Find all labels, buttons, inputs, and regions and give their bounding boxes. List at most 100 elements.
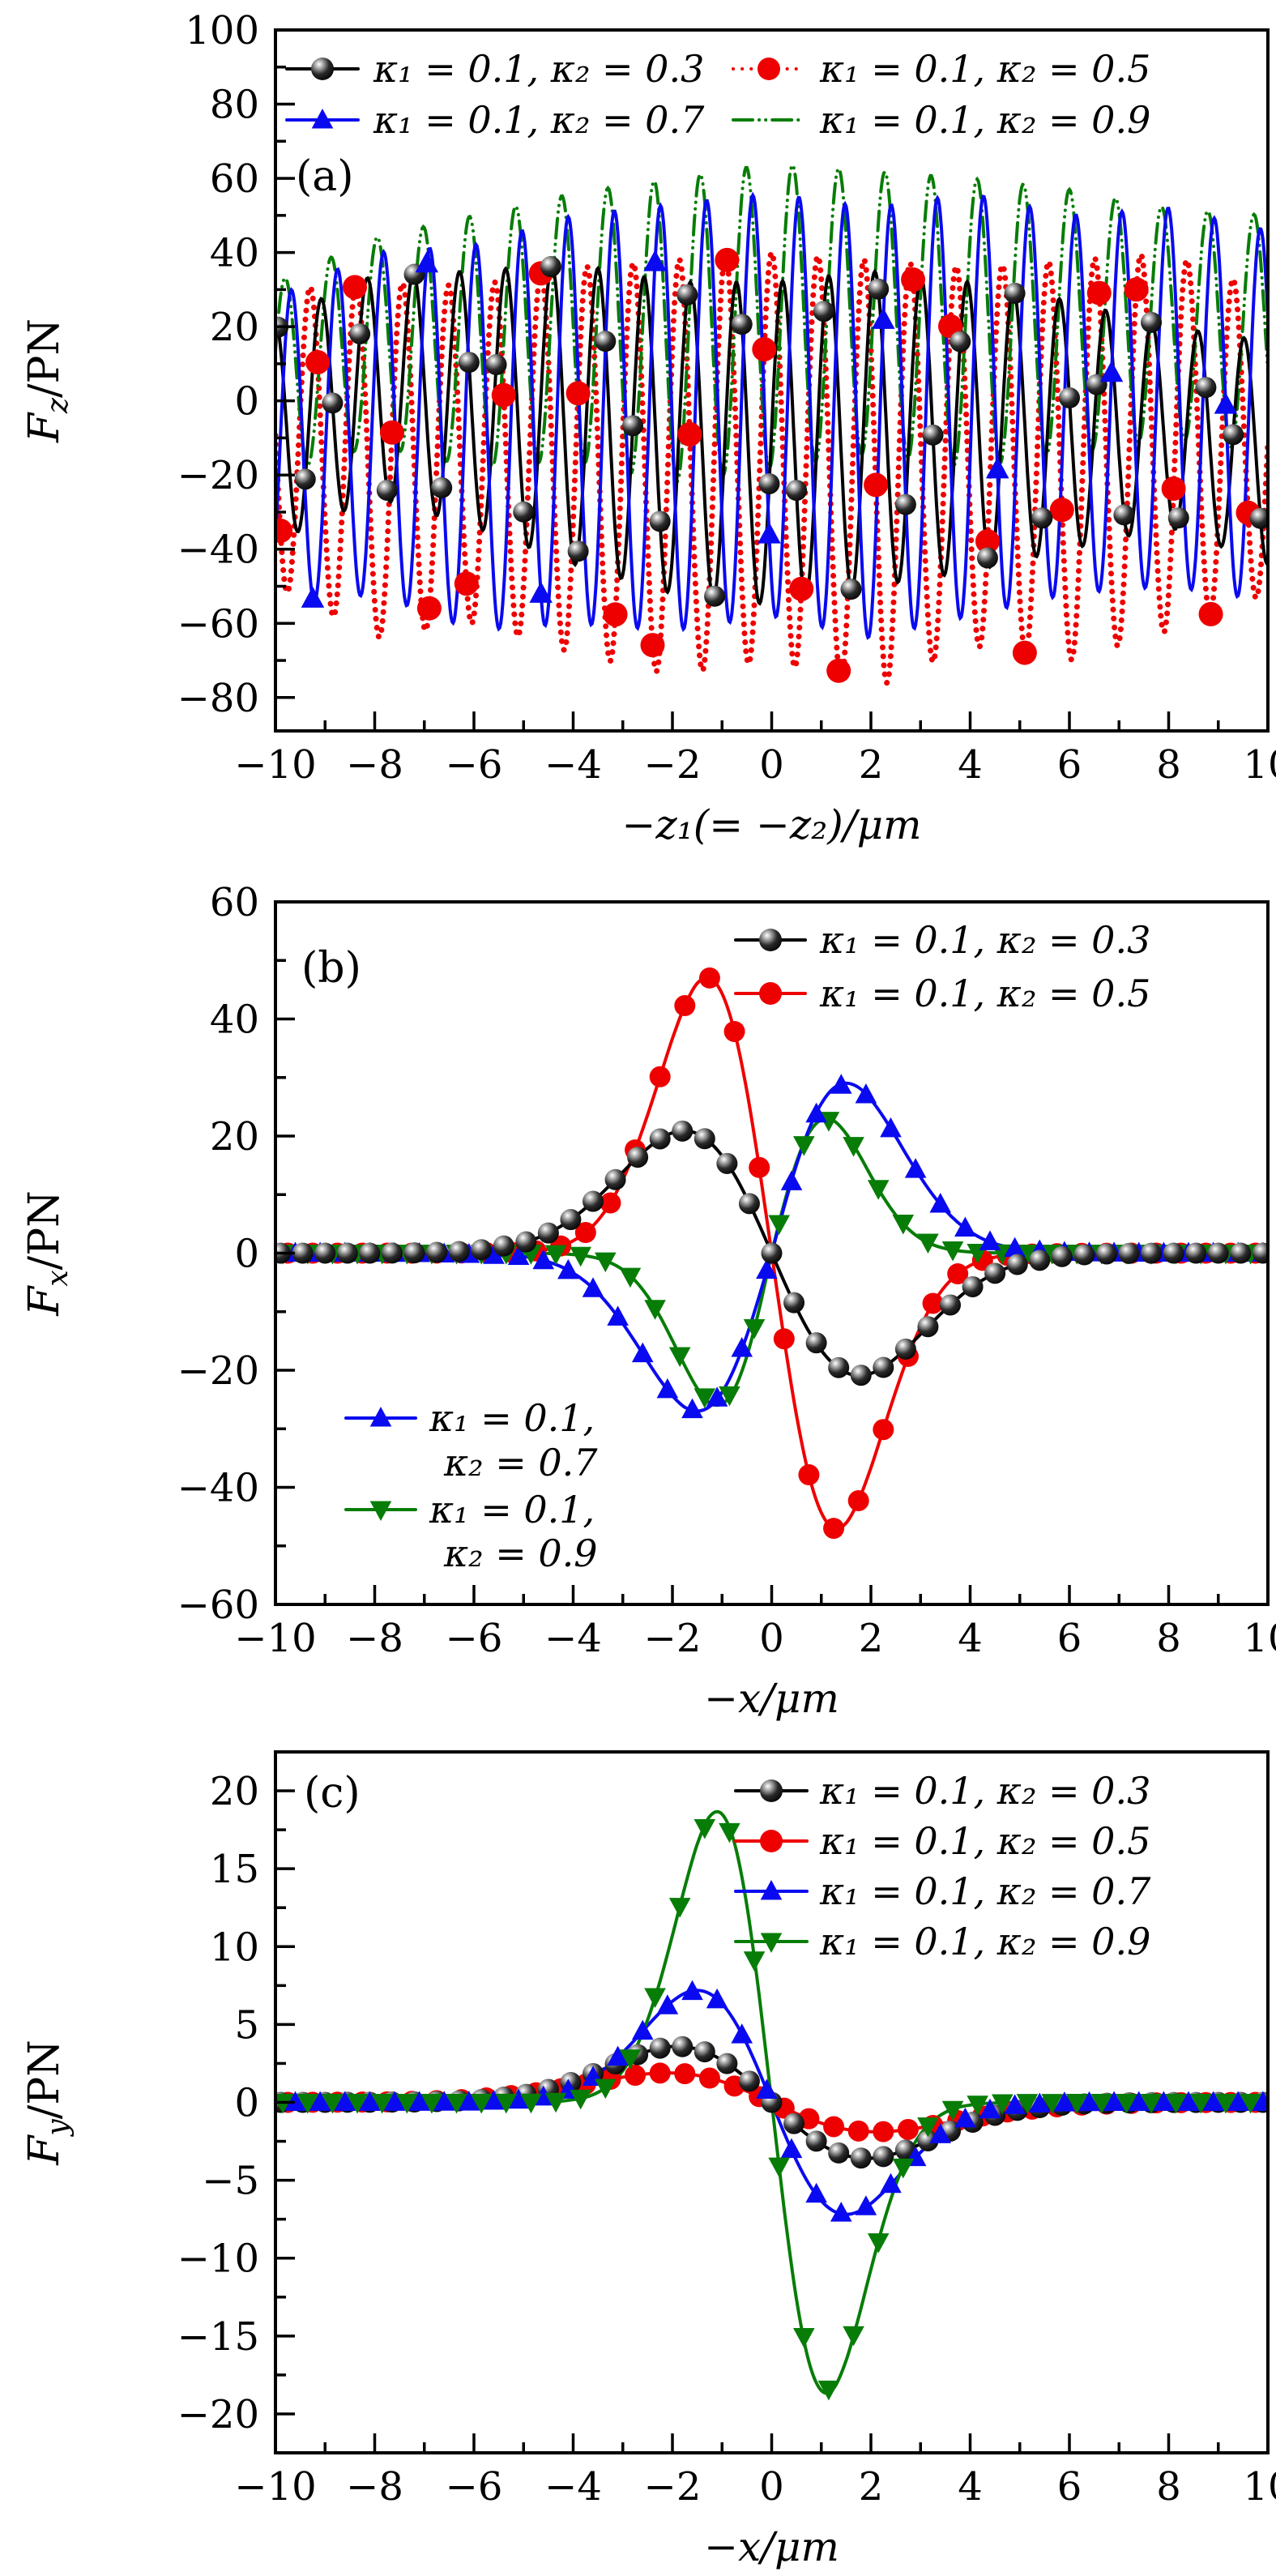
x-tick-label: −6	[446, 742, 503, 788]
circle-marker	[752, 337, 777, 362]
triangle-up-marker	[872, 307, 895, 329]
triangle-down-marker	[941, 1241, 964, 1262]
sphere-marker	[1031, 507, 1053, 529]
sphere-marker	[672, 2036, 693, 2057]
y-tick-label: −40	[177, 1466, 259, 1511]
triangle-down-marker	[322, 2094, 344, 2114]
triangle-up-marker	[830, 2202, 852, 2222]
sphere-marker	[376, 479, 398, 501]
y-axis-label: Fz/PN	[20, 318, 75, 443]
y-tick-label: 20	[210, 305, 259, 350]
triangle-down-marker	[693, 1818, 716, 1839]
sphere-marker	[359, 1242, 381, 1264]
circle-marker	[343, 275, 367, 300]
circle-marker	[864, 472, 889, 498]
triangle-up-marker	[954, 2107, 976, 2128]
triangle-up-marker	[458, 2091, 480, 2111]
circle-marker	[757, 58, 780, 80]
circle-marker	[823, 2116, 845, 2138]
x-tick-label: −6	[446, 2464, 503, 2510]
x-tick-label: 0	[759, 742, 784, 788]
triangle-down-marker	[1016, 2094, 1039, 2114]
triangle-up-marker	[607, 2045, 629, 2066]
x-tick-label: 0	[759, 1616, 784, 1661]
triangle-up-marker	[979, 1230, 1001, 1250]
sphere-marker	[672, 1120, 693, 1142]
triangle-up-marker	[1128, 2091, 1150, 2111]
legend-entry: κ₁ = 0.1, κ₂ = 0.3	[734, 918, 1150, 962]
x-tick-label: 10	[1243, 1616, 1276, 1661]
sphere-marker	[485, 354, 507, 376]
y-tick-label: 10	[210, 1925, 259, 1970]
plot-area-b	[275, 967, 1268, 1540]
triangle-up-marker	[483, 2090, 505, 2110]
sphere-marker	[448, 1241, 470, 1262]
legend-label: κ₁ = 0.1, κ₂ = 0.3	[373, 47, 704, 91]
triangle-up-marker	[731, 2023, 753, 2044]
sphere-marker	[314, 1242, 336, 1264]
y-axis-label: Fx/PN	[20, 1190, 75, 1316]
sphere-marker	[873, 1356, 894, 1378]
legend-label: κ₁ = 0.1, κ₂ = 0.9	[819, 1920, 1150, 1963]
triangle-up-marker	[1004, 1237, 1026, 1258]
triangle-down-marker	[668, 1898, 691, 1918]
circle-marker	[698, 2067, 720, 2089]
triangle-up-marker	[681, 1398, 703, 1419]
triangle-up-marker	[507, 2088, 530, 2109]
triangle-down-marker	[760, 1933, 783, 1953]
sphere-marker	[1223, 424, 1244, 446]
sphere-marker	[950, 331, 971, 352]
triangle-up-marker	[706, 1988, 728, 2009]
legend-label: κ₁ = 0.1, κ₂ = 0.3	[819, 1769, 1150, 1813]
sphere-marker	[471, 1239, 493, 1261]
triangle-down-marker	[595, 2078, 617, 2100]
triangle-down-marker	[719, 1386, 740, 1407]
triangle-up-marker	[855, 2195, 877, 2215]
triangle-down-marker	[1016, 1244, 1039, 1265]
triangle-up-marker	[929, 2123, 952, 2143]
y-tick-label: 0	[234, 379, 259, 425]
triangle-up-marker	[1078, 2091, 1100, 2112]
x-tick-label: −4	[544, 2464, 602, 2510]
circle-marker	[454, 571, 479, 596]
legend-entry: κ₁ = 0.1, κ₂ = 0.5	[734, 1819, 1150, 1863]
triangle-down-marker	[369, 1501, 392, 1521]
triangle-up-marker	[805, 2182, 827, 2203]
triangle-down-marker	[570, 2089, 591, 2110]
legend-label: κ₁ = 0.1,	[429, 1488, 595, 1532]
triangle-up-marker	[1004, 2094, 1026, 2114]
triangle-up-marker	[756, 1258, 778, 1279]
circle-marker	[760, 1830, 783, 1852]
x-tick-label: −4	[544, 1616, 602, 1661]
sphere-marker	[1195, 377, 1217, 399]
sphere-marker	[649, 2037, 671, 2059]
sphere-marker	[540, 256, 561, 278]
y-tick-label: 15	[210, 1847, 259, 1892]
triangle-down-marker	[743, 1318, 766, 1339]
legend-label: κ₁ = 0.1, κ₂ = 0.5	[819, 1819, 1150, 1863]
triangle-up-marker	[532, 2085, 555, 2106]
triangle-up-marker	[706, 1386, 728, 1407]
sphere-marker	[537, 1222, 559, 1244]
x-tick-label: 2	[859, 742, 884, 788]
sphere-marker	[828, 2142, 850, 2164]
sphere-marker	[649, 1128, 671, 1150]
sphere-marker	[850, 2147, 872, 2169]
sphere-marker	[1141, 311, 1163, 333]
triangle-down-marker	[719, 1822, 740, 1843]
sphere-marker	[1113, 504, 1135, 526]
x-tick-label: −10	[234, 1616, 316, 1661]
triangle-up-marker	[631, 2019, 654, 2040]
circle-marker	[640, 633, 665, 658]
sphere-marker	[716, 1152, 738, 1174]
sphere-marker	[1095, 1243, 1117, 1265]
legend-entry: κ₁ = 0.1,κ₂ = 0.7	[344, 1396, 598, 1485]
legend-entry: κ₁ = 0.1,κ₂ = 0.9	[344, 1488, 598, 1575]
sphere-marker	[294, 468, 316, 490]
triangle-up-marker	[582, 1277, 604, 1297]
triangle-down-marker	[520, 2093, 542, 2114]
legend-label: κ₁ = 0.1, κ₂ = 0.3	[819, 918, 1150, 962]
x-tick-label: 10	[1243, 2464, 1276, 2510]
